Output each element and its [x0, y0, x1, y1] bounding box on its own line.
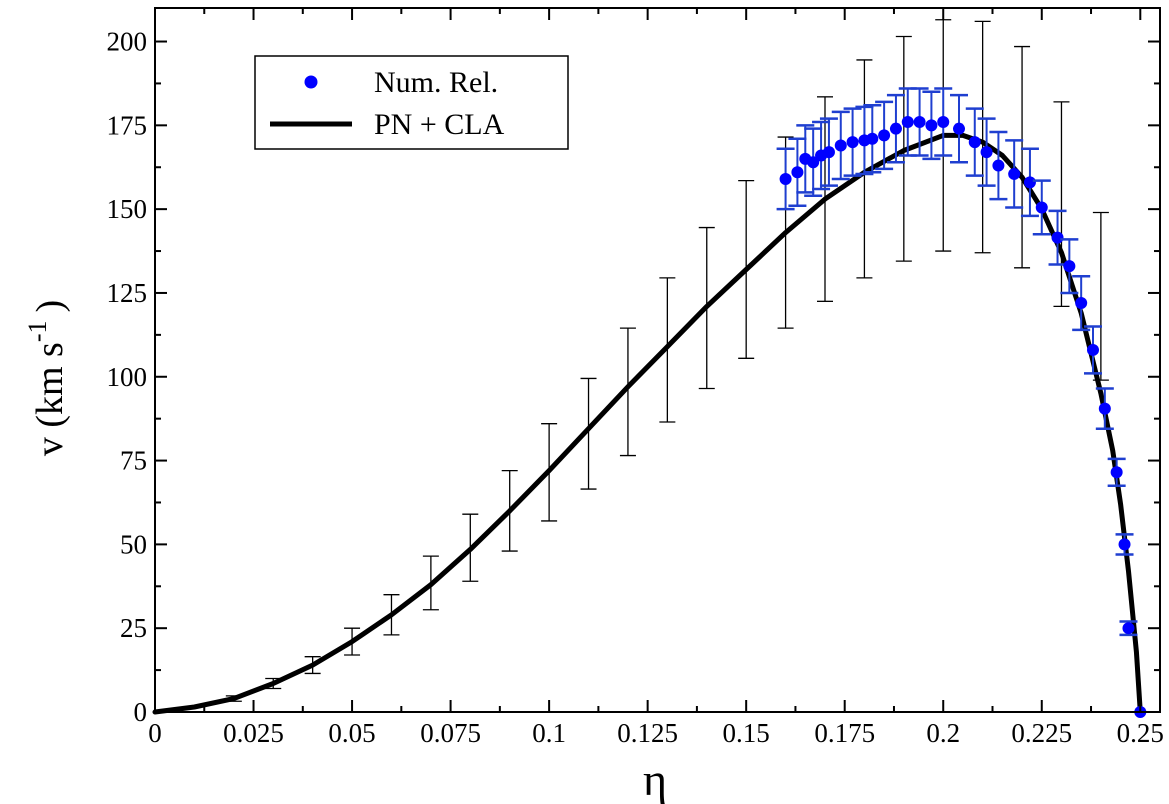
num-rel-point	[878, 129, 891, 142]
y-tick-label: 175	[107, 110, 148, 140]
legend: Num. Rel. PN + CLA	[254, 55, 569, 150]
y-tick-label: 200	[107, 27, 148, 57]
num-rel-point	[1023, 176, 1036, 189]
y-tick-label: 150	[107, 194, 148, 224]
pn-cla-curve-group	[152, 132, 1143, 715]
x-tick-label: 0.125	[617, 718, 678, 748]
x-tick-label: 0.1	[532, 718, 566, 748]
num-rel-point	[779, 172, 792, 185]
svg-text:v (km s-1): v (km s-1)	[23, 300, 71, 456]
y-axis-label-superscript: -1	[23, 320, 52, 342]
num-rel-point	[968, 136, 981, 149]
x-tick-label: 0.225	[1011, 718, 1072, 748]
plot-frame	[154, 7, 1161, 713]
legend-label-pn-cla: PN + CLA	[374, 108, 505, 141]
num-rel-point	[1122, 622, 1135, 635]
y-tick-label: 25	[120, 613, 147, 643]
num-rel-point	[1075, 297, 1088, 310]
y-axis-label-main: v (km s	[29, 342, 71, 456]
num-rel-point	[834, 139, 847, 152]
num-rel-point	[791, 166, 804, 179]
num-rel-point	[807, 156, 820, 169]
num-rel-point	[1098, 402, 1111, 415]
x-tick-label: 0.025	[223, 718, 284, 748]
pn-cla-curve	[152, 132, 1143, 715]
num-rel-point	[953, 122, 965, 135]
y-tick-label: 100	[107, 362, 148, 392]
x-tick-label: 0.075	[420, 718, 481, 748]
legend-label-num-rel: Num. Rel.	[374, 66, 498, 99]
num-rel-point	[1063, 260, 1076, 273]
num-rel-point	[1087, 343, 1099, 356]
legend-marker-num-rel	[304, 75, 318, 89]
y-axis-label-close: )	[29, 300, 71, 313]
num-rel-point	[1110, 466, 1123, 479]
y-axis-ticks: 0 25 50 75 100 125 150 175 200	[107, 27, 1160, 727]
y-axis-label: v (km s-1)	[23, 300, 71, 456]
legend-box	[254, 55, 569, 150]
x-tick-label: 0	[148, 718, 162, 748]
num-rel-point	[1118, 538, 1131, 551]
y-tick-label: 0	[134, 697, 148, 727]
num-rel-series	[776, 87, 1147, 718]
x-tick-label: 0.2	[926, 718, 960, 748]
num-rel-point	[822, 146, 835, 159]
num-rel-point	[925, 119, 938, 132]
num-rel-point	[992, 159, 1005, 172]
y-tick-label: 50	[120, 529, 147, 559]
y-tick-label: 75	[120, 446, 147, 476]
y-tick-label: 125	[107, 278, 148, 308]
num-rel-point	[980, 146, 993, 159]
x-tick-label: 0.25	[1117, 718, 1164, 748]
num-rel-point	[866, 132, 879, 145]
x-tick-label: 0.175	[814, 718, 875, 748]
x-tick-label: 0.15	[723, 718, 770, 748]
num-rel-point	[846, 136, 859, 149]
x-axis-label: η	[643, 754, 667, 804]
num-rel-point	[889, 122, 902, 135]
num-rel-point	[937, 115, 950, 128]
num-rel-point	[1008, 167, 1021, 180]
num-rel-point	[1051, 231, 1064, 244]
num-rel-point	[901, 115, 914, 128]
x-tick-label: 0.05	[328, 718, 375, 748]
num-rel-point	[1035, 201, 1048, 214]
num-rel-point	[913, 115, 926, 128]
x-axis-ticks: 0 0.025 0.05 0.075 0.1 0.125 0.15 0.175 0.2 0.225…	[148, 8, 1164, 748]
